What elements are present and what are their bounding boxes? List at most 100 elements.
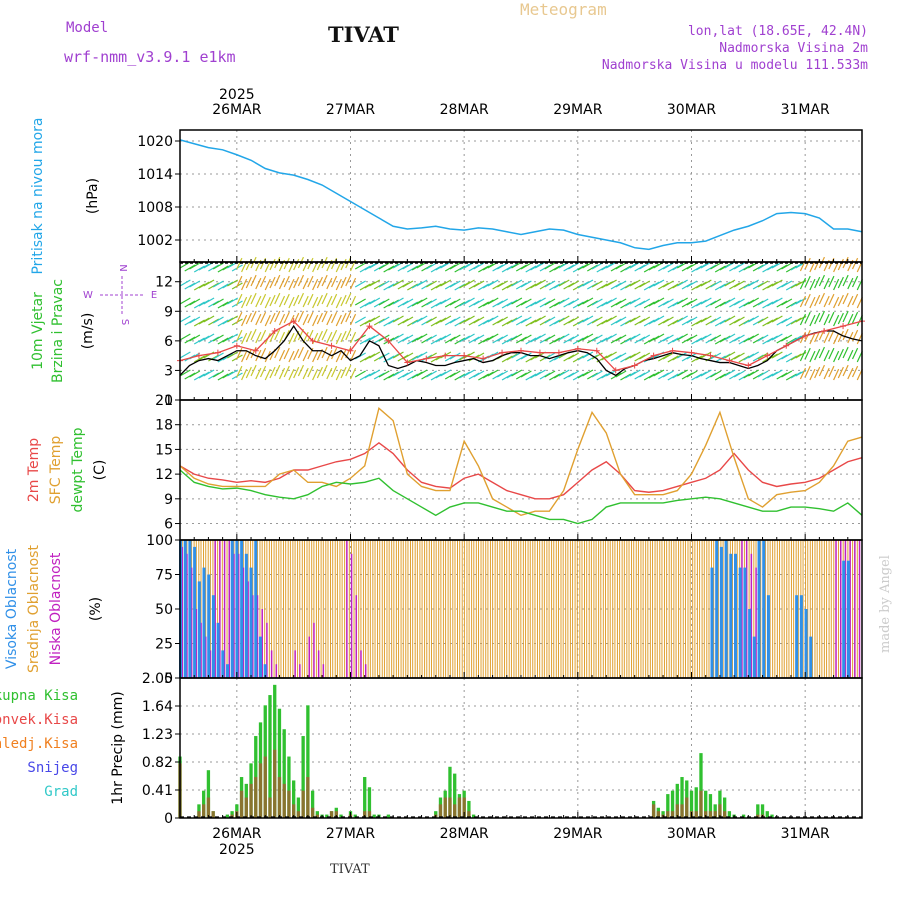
wind-barb	[776, 372, 788, 380]
wind-barb	[392, 333, 404, 341]
wind-barb	[297, 274, 305, 287]
wind-barb	[719, 317, 731, 325]
wind-barb	[411, 263, 423, 271]
wind-barb	[615, 370, 627, 378]
wind-barb	[695, 317, 707, 325]
precip-legend-item: Snijeg	[27, 760, 78, 776]
low-cloud-bar	[233, 553, 235, 678]
wind-barb	[553, 317, 565, 325]
wind-barb	[463, 369, 475, 377]
wind-barb	[492, 264, 504, 272]
wind-barb	[397, 372, 409, 380]
wind-barb	[449, 316, 461, 324]
wind-barb	[658, 372, 670, 380]
wind-barb	[634, 264, 646, 272]
wind-barb	[851, 365, 859, 378]
wind-barb	[705, 300, 717, 308]
wind-barb	[459, 317, 471, 325]
wind-barb	[809, 314, 816, 327]
low-cloud-bar	[755, 567, 757, 678]
wind-barb	[227, 333, 239, 341]
wind-barb	[785, 337, 797, 345]
wind-barb	[672, 317, 684, 325]
wind-barb	[823, 349, 830, 362]
compass-w: W	[83, 290, 93, 301]
wind-barb	[421, 372, 433, 380]
total-precip-bar	[339, 814, 343, 818]
mid-cloud-bar	[362, 539, 367, 679]
wind-barb	[340, 258, 347, 271]
low-cloud-bar	[219, 540, 221, 678]
total-precip-bar	[670, 790, 675, 818]
wind-barb	[454, 319, 466, 327]
wind-barb	[222, 263, 234, 271]
wind-barb	[534, 333, 546, 341]
wind-barb	[302, 349, 309, 362]
wind-barb	[544, 316, 556, 324]
conv-precip-bar	[722, 811, 727, 818]
wind-barb	[733, 316, 745, 324]
precip-legend-item: Zaledj.Kisa	[0, 736, 78, 752]
wind-barb	[198, 335, 210, 343]
mid-cloud-bar	[494, 539, 498, 679]
cloud-ylabel-sub2: Niska Oblacnost	[48, 552, 64, 665]
wind-barb	[799, 277, 807, 290]
low-cloud-bar	[247, 581, 249, 678]
wind-barb	[738, 301, 750, 309]
wind-barb	[762, 265, 774, 273]
gust-marker	[593, 347, 600, 354]
wind-barb	[729, 372, 741, 380]
wind-barb	[582, 369, 594, 377]
wind-barb	[653, 315, 665, 323]
footer-station: TIVAT	[330, 862, 370, 877]
wind-barb	[752, 264, 764, 272]
mid-cloud-bar	[626, 539, 630, 679]
wind-barb	[658, 318, 670, 326]
wind-barb	[582, 351, 594, 359]
wind-barb	[478, 265, 490, 273]
wind-barb	[293, 294, 300, 307]
wind-barb	[369, 261, 381, 269]
wind-barb	[283, 347, 290, 360]
wind-barb	[416, 369, 428, 377]
wind-barb	[222, 371, 234, 379]
wind-barb	[686, 370, 698, 378]
wind-barb	[667, 355, 679, 363]
wind-barb	[748, 297, 760, 305]
wind-barb	[544, 280, 556, 288]
wind-barb	[748, 315, 760, 323]
wind-barb	[639, 352, 651, 360]
wind-barb	[463, 279, 475, 287]
wind-barb	[463, 315, 475, 323]
high-cloud-bar	[258, 636, 262, 678]
wind-barb	[520, 352, 532, 360]
mid-cloud-bar	[583, 539, 588, 679]
gust-marker	[821, 328, 828, 334]
wind-barb	[686, 262, 698, 270]
wind-barb	[695, 335, 707, 343]
wind-barb	[392, 351, 404, 359]
wind-barb	[250, 364, 257, 377]
total-precip-bar	[770, 814, 774, 818]
wind-barb	[321, 328, 328, 341]
wind-barb	[762, 373, 774, 381]
wind-barb	[842, 310, 849, 323]
wind-barb	[212, 280, 224, 288]
conv-precip-bar	[694, 811, 698, 818]
wind-barb	[321, 310, 328, 323]
total-precip-bar	[206, 770, 211, 818]
pressure-line	[179, 139, 863, 251]
wind-barb	[345, 292, 352, 305]
wind-barb	[615, 316, 627, 324]
wind-barb	[837, 330, 844, 343]
ytick-label: 2.05	[142, 671, 173, 687]
mid-cloud-bar	[297, 539, 301, 679]
model-elevation-label: Nadmorska Visina u modelu 111.533m	[601, 58, 868, 73]
wind-barb	[648, 263, 660, 271]
wind-barb	[539, 372, 551, 380]
wind-barb	[255, 295, 262, 308]
wind-barb	[587, 318, 598, 326]
wind-barb	[686, 280, 698, 288]
wind-barb	[743, 335, 755, 343]
wind-barb	[212, 262, 224, 270]
